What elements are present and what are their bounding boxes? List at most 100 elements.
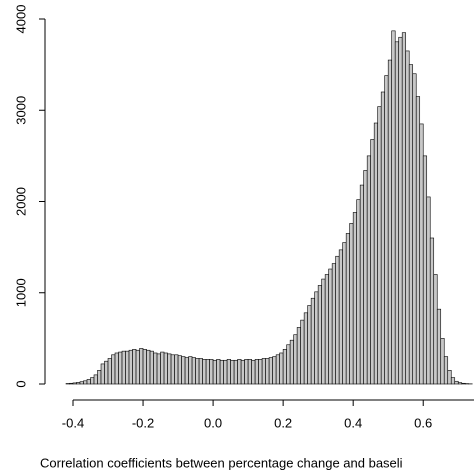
bar [184, 357, 189, 385]
bar [167, 353, 172, 385]
bar [377, 106, 382, 385]
bar [226, 359, 231, 385]
bar [296, 327, 301, 385]
bar [125, 350, 130, 385]
bar [328, 268, 333, 385]
bar [230, 359, 235, 385]
bar [258, 359, 263, 385]
bar [370, 139, 375, 385]
bar [93, 374, 98, 385]
bar [349, 223, 354, 385]
bar [293, 334, 298, 385]
bar [461, 382, 466, 385]
bar [142, 349, 147, 385]
bar [429, 237, 435, 385]
y-tick-label: 0 [13, 380, 28, 387]
bar [324, 274, 329, 385]
bar [219, 359, 224, 385]
bar [352, 212, 357, 385]
bar [366, 155, 371, 385]
bar [72, 382, 77, 385]
bar [191, 357, 196, 385]
bar [132, 349, 137, 385]
bar [426, 196, 431, 385]
x-axis-label: Correlation coefficients between percent… [40, 455, 403, 470]
bar [177, 355, 182, 385]
y-tick-label: 4000 [13, 5, 28, 34]
bar [209, 359, 214, 385]
bar [107, 358, 112, 385]
bar [419, 123, 424, 385]
bar [118, 351, 123, 385]
bar [394, 41, 400, 385]
bar [146, 349, 151, 385]
bar [181, 356, 186, 385]
bar [443, 356, 449, 385]
x-tick-label: 0.4 [344, 415, 362, 430]
bar [457, 382, 463, 385]
bar [139, 348, 144, 385]
bar [317, 285, 322, 385]
bar [422, 155, 428, 385]
y-tick-label: 3000 [13, 96, 28, 125]
bar [338, 249, 343, 385]
bar [415, 96, 421, 385]
bar [373, 122, 378, 385]
bar [433, 274, 438, 385]
bar [405, 50, 410, 385]
bar [97, 370, 102, 385]
bar [205, 359, 210, 385]
bar [412, 73, 417, 385]
bar [254, 359, 259, 385]
bar [111, 354, 116, 385]
bar [335, 255, 340, 385]
bar [454, 380, 459, 385]
bar [195, 358, 200, 385]
bar [391, 30, 396, 385]
x-tick-label: 0.2 [274, 415, 292, 430]
bar [387, 59, 393, 385]
bar [380, 91, 385, 385]
bar [223, 359, 228, 385]
bar [153, 352, 158, 385]
bar [86, 379, 91, 385]
x-tick-label: -0.2 [132, 415, 154, 430]
y-tick-label: 1000 [13, 278, 28, 307]
bar [240, 359, 245, 385]
bar [247, 359, 252, 385]
bar [272, 356, 277, 385]
bar [286, 344, 291, 385]
bar [268, 357, 273, 385]
bar [212, 359, 217, 385]
bar [401, 32, 407, 385]
bar [345, 233, 350, 385]
bar [149, 350, 154, 385]
bar [307, 305, 312, 385]
bar [275, 354, 280, 385]
bar [76, 382, 81, 385]
bar [202, 359, 207, 385]
bar [198, 358, 203, 385]
bar [79, 381, 84, 385]
bar [104, 360, 109, 385]
bar [83, 380, 88, 385]
bar [342, 242, 347, 385]
bar [174, 354, 179, 385]
bar [100, 363, 105, 385]
bar [314, 291, 319, 385]
bar [447, 370, 452, 385]
bar [156, 353, 161, 385]
bar [408, 64, 414, 385]
x-tick-label: 0.0 [204, 415, 222, 430]
bar [114, 352, 119, 385]
bar [303, 312, 308, 385]
x-tick-label: 0.6 [414, 415, 432, 430]
bar [160, 351, 165, 385]
bar [363, 170, 368, 385]
bar [450, 377, 456, 385]
bar [128, 349, 133, 385]
bar [135, 349, 140, 385]
bar [170, 354, 175, 385]
bar [310, 297, 315, 385]
